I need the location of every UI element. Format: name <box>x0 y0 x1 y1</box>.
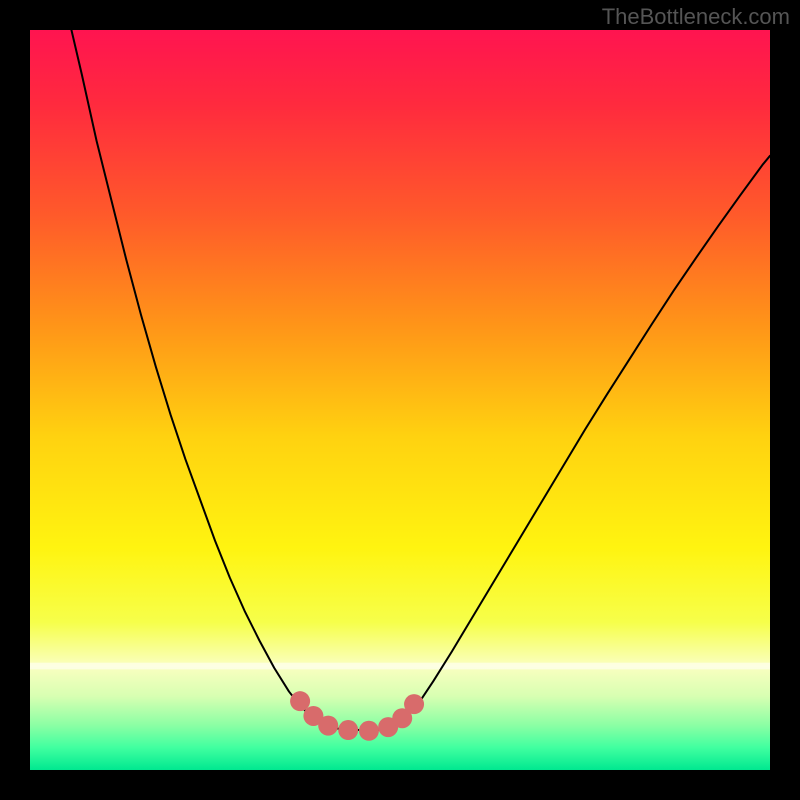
plot-area <box>30 30 770 770</box>
curve-marker <box>318 716 338 736</box>
watermark-text: TheBottleneck.com <box>602 4 790 30</box>
pale-band <box>30 663 770 670</box>
outer-frame: TheBottleneck.com <box>0 0 800 800</box>
curve-marker <box>290 691 310 711</box>
gradient-background <box>30 30 770 770</box>
chart-svg <box>30 30 770 770</box>
curve-marker <box>359 721 379 741</box>
curve-marker <box>404 694 424 714</box>
curve-marker <box>338 720 358 740</box>
